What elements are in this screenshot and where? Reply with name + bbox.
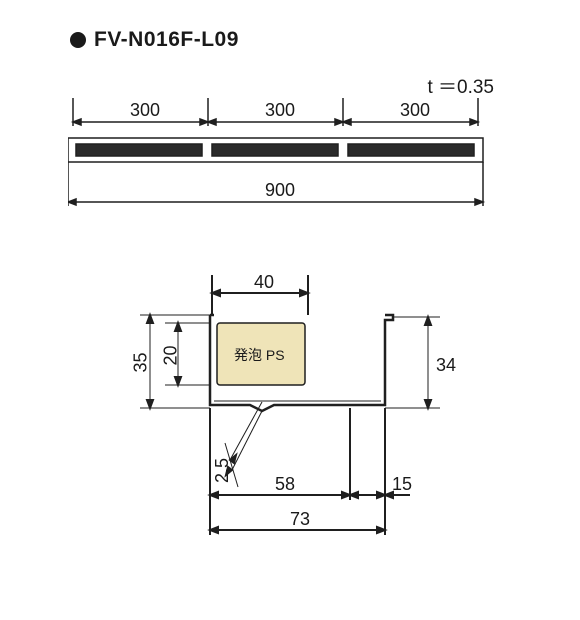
title-row: FV-N016F-L09 xyxy=(70,28,239,52)
foam-label: 発泡 PS xyxy=(234,345,285,365)
dim-73: 73 xyxy=(280,509,320,530)
dim-top-40: 40 xyxy=(244,272,284,293)
bullet-icon xyxy=(70,32,86,48)
dim-20: 20 xyxy=(161,345,182,365)
dim-15: 15 xyxy=(387,474,417,495)
dim-2-5: 2.5 xyxy=(212,458,233,483)
dim-seg2: 300 xyxy=(250,100,310,121)
dim-seg1: 300 xyxy=(115,100,175,121)
dim-35: 35 xyxy=(131,352,152,372)
dim-58: 58 xyxy=(265,474,305,495)
thickness-label: t ＝0.35 xyxy=(427,72,494,99)
dim-seg3: 300 xyxy=(385,100,445,121)
dim-total: 900 xyxy=(250,180,310,201)
section-view-diagram xyxy=(110,275,480,585)
product-code: FV-N016F-L09 xyxy=(94,28,239,52)
dim-34: 34 xyxy=(436,355,456,376)
